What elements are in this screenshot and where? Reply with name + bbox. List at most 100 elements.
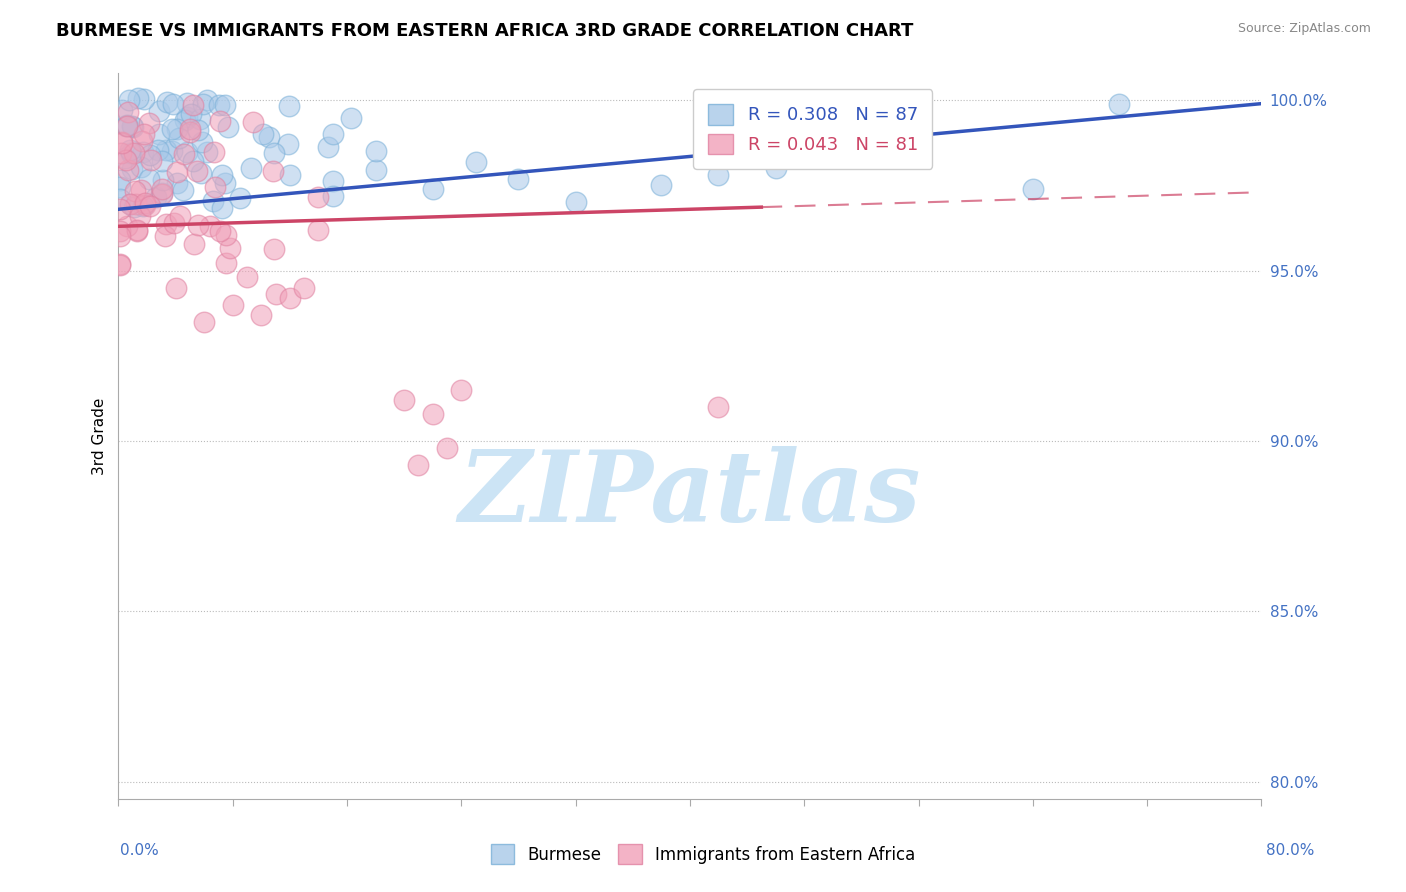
Point (132, 127, 155, 141)
Point (264, 287, 287, 301)
Point (292, 280, 315, 294)
Point (215, 227, 238, 242)
Point (156, 95, 179, 109)
Point (211, 201, 233, 215)
Point (278, 168, 301, 182)
Point (242, 114, 264, 128)
Point (508, 171, 530, 186)
Point (450, 383, 472, 397)
Point (181, 154, 204, 169)
Point (262, 164, 284, 178)
Point (166, 165, 188, 179)
Point (179, 125, 201, 139)
Point (155, 143, 177, 157)
Point (564, 195, 586, 210)
Point (239, 161, 262, 176)
Point (193, 315, 215, 329)
Point (134, 198, 156, 212)
Point (108, 228, 131, 243)
Point (307, 223, 329, 237)
Text: Source: ZipAtlas.com: Source: ZipAtlas.com (1237, 22, 1371, 36)
Y-axis label: 3rd Grade: 3rd Grade (93, 397, 107, 475)
Point (110, 146, 132, 161)
Point (129, 160, 152, 174)
Point (180, 106, 202, 120)
Point (124, 184, 146, 198)
Point (436, 441, 458, 455)
Point (250, 308, 273, 322)
Point (201, 194, 224, 208)
Point (120, 143, 142, 157)
Point (122, 145, 145, 160)
Text: BURMESE VS IMMIGRANTS FROM EASTERN AFRICA 3RD GRADE CORRELATION CHART: BURMESE VS IMMIGRANTS FROM EASTERN AFRIC… (56, 22, 914, 40)
Point (115, 153, 138, 167)
Point (214, 98, 236, 112)
Point (127, 224, 149, 238)
Point (166, 122, 188, 136)
Point (190, 166, 212, 180)
Point (263, 243, 285, 257)
Point (150, 182, 173, 196)
Point (208, 98, 231, 112)
Point (148, 127, 170, 141)
Point (278, 99, 301, 113)
Point (121, 161, 143, 176)
Point (120, 145, 142, 160)
Point (127, 91, 149, 105)
Point (138, 171, 160, 186)
Point (464, 154, 486, 169)
Point (187, 219, 209, 233)
Point (252, 128, 274, 142)
Point (217, 120, 239, 134)
Point (219, 241, 242, 255)
Point (138, 116, 160, 130)
Point (114, 151, 136, 165)
Point (108, 258, 131, 272)
Point (166, 176, 188, 190)
Point (150, 186, 173, 200)
Point (162, 97, 184, 112)
Point (129, 210, 152, 224)
Point (169, 209, 191, 223)
Point (146, 143, 169, 157)
Point (187, 123, 209, 137)
Point (1022, 182, 1045, 196)
Point (115, 118, 138, 132)
Point (204, 180, 226, 194)
Point (364, 163, 387, 178)
Point (316, 140, 339, 154)
Point (707, 168, 730, 182)
Point (124, 200, 146, 214)
Point (195, 145, 218, 159)
Point (165, 280, 187, 294)
Point (132, 199, 155, 213)
Point (114, 119, 136, 133)
Point (214, 256, 236, 270)
Point (124, 196, 146, 211)
Point (229, 191, 252, 205)
Point (153, 229, 176, 244)
Point (172, 183, 194, 197)
Point (173, 146, 195, 161)
Point (117, 105, 139, 120)
Point (139, 199, 162, 213)
Point (152, 186, 174, 201)
Point (322, 174, 344, 188)
Point (307, 190, 329, 204)
Point (120, 197, 142, 211)
Point (176, 111, 198, 125)
Point (108, 173, 131, 187)
Point (118, 196, 141, 211)
Point (322, 188, 344, 202)
Point (236, 270, 259, 285)
Point (132, 145, 155, 159)
Point (222, 298, 245, 312)
Point (198, 219, 221, 234)
Point (188, 112, 211, 126)
Point (422, 182, 444, 196)
Point (132, 92, 155, 106)
Point (257, 129, 280, 144)
Point (115, 119, 138, 133)
Point (108, 224, 131, 238)
Point (150, 154, 173, 169)
